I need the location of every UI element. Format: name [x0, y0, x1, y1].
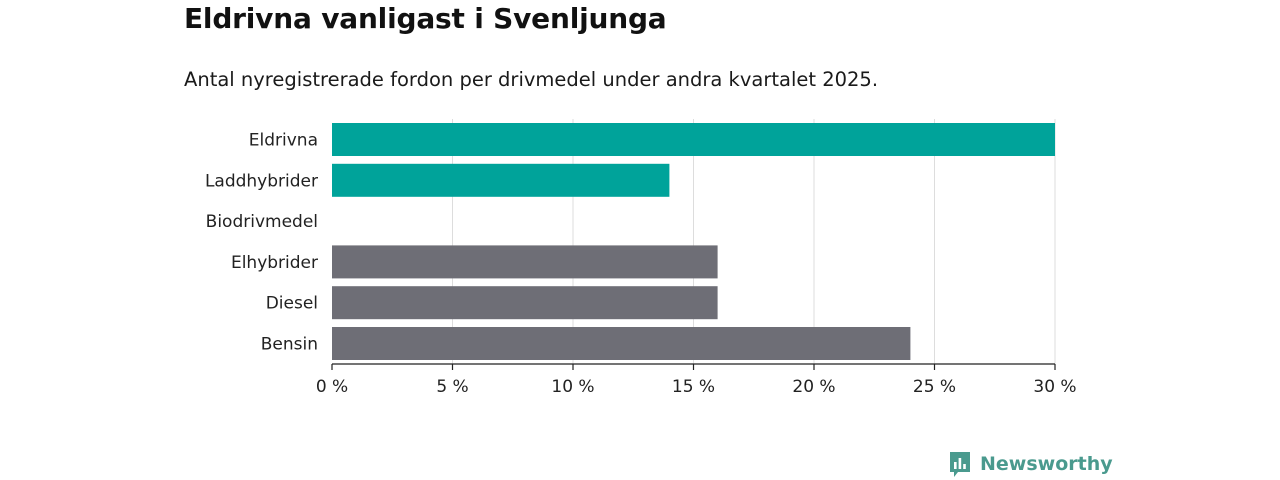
bar [332, 245, 718, 279]
x-tick-label: 30 % [1033, 377, 1076, 397]
category-label: Laddhybrider [205, 171, 318, 191]
bar [332, 123, 1055, 156]
category-label: Biodrivmedel [206, 212, 318, 232]
x-tick-label: 25 % [913, 377, 956, 397]
category-label: Diesel [266, 294, 318, 314]
category-labels: Eldrivna Laddhybrider Biodrivmedel Elhybrid… [205, 131, 318, 355]
category-label: Bensin [261, 335, 318, 355]
bar [332, 163, 670, 197]
category-label: Eldrivna [249, 131, 318, 151]
chart-subtitle: Antal nyregistrerade fordon per drivmede… [184, 68, 879, 91]
brand: Newsworthy [948, 450, 1113, 478]
x-tick-label: 20 % [792, 377, 835, 397]
bar-chart: Eldrivna Laddhybrider Biodrivmedel Elhybrid… [205, 119, 1077, 397]
x-tick-label: 10 % [551, 377, 594, 397]
x-axis: 0 % 5 % 10 % 15 % 20 % 25 % 30 % [316, 363, 1077, 397]
x-tick-label: 15 % [672, 377, 715, 397]
category-label: Elhybrider [231, 253, 318, 273]
bars [332, 123, 1055, 360]
x-tick-label: 5 % [436, 377, 468, 397]
bar [332, 327, 911, 360]
bar [332, 286, 718, 320]
newsworthy-logo-icon [950, 452, 970, 477]
brand-name: Newsworthy [980, 453, 1113, 475]
x-tick-label: 0 % [316, 377, 348, 397]
chart-title: Eldrivna vanligast i Svenljunga [184, 2, 667, 35]
gridlines [452, 119, 1056, 364]
